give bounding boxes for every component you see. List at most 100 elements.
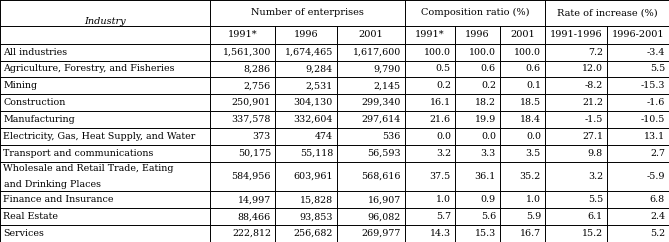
Text: 2.7: 2.7 — [650, 149, 665, 158]
Text: Finance and Insurance: Finance and Insurance — [3, 195, 114, 204]
Text: 1991-1996: 1991-1996 — [550, 30, 602, 39]
Text: 19.9: 19.9 — [475, 115, 496, 124]
Text: 100.0: 100.0 — [514, 48, 541, 57]
Text: Rate of increase (%): Rate of increase (%) — [557, 8, 658, 17]
Text: 1996: 1996 — [465, 30, 490, 39]
Text: 12.0: 12.0 — [582, 64, 603, 73]
Text: 15.2: 15.2 — [582, 229, 603, 238]
Text: 3.2: 3.2 — [436, 149, 451, 158]
Text: 5.2: 5.2 — [650, 229, 665, 238]
Text: 0.0: 0.0 — [481, 132, 496, 141]
Text: 88,466: 88,466 — [237, 212, 271, 221]
Text: 50,175: 50,175 — [237, 149, 271, 158]
Text: 0.6: 0.6 — [481, 64, 496, 73]
Text: 1991*: 1991* — [227, 30, 258, 39]
Text: 6.1: 6.1 — [588, 212, 603, 221]
Text: 536: 536 — [383, 132, 401, 141]
Text: 568,616: 568,616 — [361, 172, 401, 181]
Text: Agriculture, Forestry, and Fisheries: Agriculture, Forestry, and Fisheries — [3, 64, 175, 73]
Text: 18.5: 18.5 — [520, 98, 541, 107]
Text: 3.5: 3.5 — [526, 149, 541, 158]
Text: 27.1: 27.1 — [582, 132, 603, 141]
Text: Industry: Industry — [84, 17, 126, 26]
Text: 8,286: 8,286 — [244, 64, 271, 73]
Text: 5.9: 5.9 — [526, 212, 541, 221]
Text: Number of enterprises: Number of enterprises — [251, 8, 364, 17]
Text: 56,593: 56,593 — [367, 149, 401, 158]
Text: 2.4: 2.4 — [650, 212, 665, 221]
Text: 36.1: 36.1 — [475, 172, 496, 181]
Text: 0.9: 0.9 — [481, 195, 496, 204]
Text: 1.0: 1.0 — [436, 195, 451, 204]
Text: 5.7: 5.7 — [436, 212, 451, 221]
Text: 1.0: 1.0 — [526, 195, 541, 204]
Text: 256,682: 256,682 — [294, 229, 333, 238]
Text: 18.2: 18.2 — [475, 98, 496, 107]
Text: 16,907: 16,907 — [368, 195, 401, 204]
Text: Real Estate: Real Estate — [3, 212, 58, 221]
Text: 0.0: 0.0 — [436, 132, 451, 141]
Text: 9,284: 9,284 — [306, 64, 333, 73]
Text: 5.6: 5.6 — [481, 212, 496, 221]
Text: 15.3: 15.3 — [475, 229, 496, 238]
Text: 14,997: 14,997 — [237, 195, 271, 204]
Text: 1991*: 1991* — [415, 30, 445, 39]
Text: Wholesale and Retail Trade, Eating: Wholesale and Retail Trade, Eating — [3, 164, 174, 173]
Text: 0.0: 0.0 — [526, 132, 541, 141]
Text: All industries: All industries — [3, 48, 68, 57]
Text: 21.6: 21.6 — [430, 115, 451, 124]
Text: -3.4: -3.4 — [647, 48, 665, 57]
Text: 18.4: 18.4 — [520, 115, 541, 124]
Text: 0.1: 0.1 — [526, 81, 541, 90]
Text: 603,961: 603,961 — [294, 172, 333, 181]
Text: -15.3: -15.3 — [640, 81, 665, 90]
Text: Transport and communications: Transport and communications — [3, 149, 154, 158]
Text: 15,828: 15,828 — [300, 195, 333, 204]
Text: -5.9: -5.9 — [646, 172, 665, 181]
Text: Construction: Construction — [3, 98, 66, 107]
Text: -1.6: -1.6 — [647, 98, 665, 107]
Text: 373: 373 — [253, 132, 271, 141]
Text: 16.1: 16.1 — [430, 98, 451, 107]
Text: 5.5: 5.5 — [650, 64, 665, 73]
Text: 7.2: 7.2 — [588, 48, 603, 57]
Text: 3.2: 3.2 — [588, 172, 603, 181]
Text: 5.5: 5.5 — [588, 195, 603, 204]
Text: Mining: Mining — [3, 81, 37, 90]
Text: 297,614: 297,614 — [362, 115, 401, 124]
Text: 96,082: 96,082 — [368, 212, 401, 221]
Text: 16.7: 16.7 — [520, 229, 541, 238]
Text: 1996: 1996 — [294, 30, 318, 39]
Text: 2,531: 2,531 — [306, 81, 333, 90]
Text: 2,145: 2,145 — [374, 81, 401, 90]
Text: Services: Services — [3, 229, 44, 238]
Text: -1.5: -1.5 — [585, 115, 603, 124]
Text: Manufacturing: Manufacturing — [3, 115, 75, 124]
Text: 14.3: 14.3 — [430, 229, 451, 238]
Text: 1,617,600: 1,617,600 — [353, 48, 401, 57]
Text: 0.5: 0.5 — [436, 64, 451, 73]
Text: 304,130: 304,130 — [294, 98, 333, 107]
Text: 0.2: 0.2 — [481, 81, 496, 90]
Text: and Drinking Places: and Drinking Places — [4, 180, 101, 189]
Text: 1,561,300: 1,561,300 — [223, 48, 271, 57]
Text: 9,790: 9,790 — [374, 64, 401, 73]
Text: 100.0: 100.0 — [469, 48, 496, 57]
Text: Composition ratio (%): Composition ratio (%) — [421, 8, 529, 17]
Text: 337,578: 337,578 — [231, 115, 271, 124]
Text: 584,956: 584,956 — [231, 172, 271, 181]
Text: 55,118: 55,118 — [300, 149, 333, 158]
Text: 299,340: 299,340 — [362, 98, 401, 107]
Text: 250,901: 250,901 — [231, 98, 271, 107]
Text: 269,977: 269,977 — [362, 229, 401, 238]
Text: 2001: 2001 — [510, 30, 535, 39]
Text: -8.2: -8.2 — [585, 81, 603, 90]
Text: 2,756: 2,756 — [244, 81, 271, 90]
Text: 0.2: 0.2 — [436, 81, 451, 90]
Text: 9.8: 9.8 — [588, 149, 603, 158]
Text: 2001: 2001 — [359, 30, 383, 39]
Text: 35.2: 35.2 — [520, 172, 541, 181]
Text: 100.0: 100.0 — [424, 48, 451, 57]
Text: 1996-2001: 1996-2001 — [611, 30, 664, 39]
Text: 3.3: 3.3 — [481, 149, 496, 158]
